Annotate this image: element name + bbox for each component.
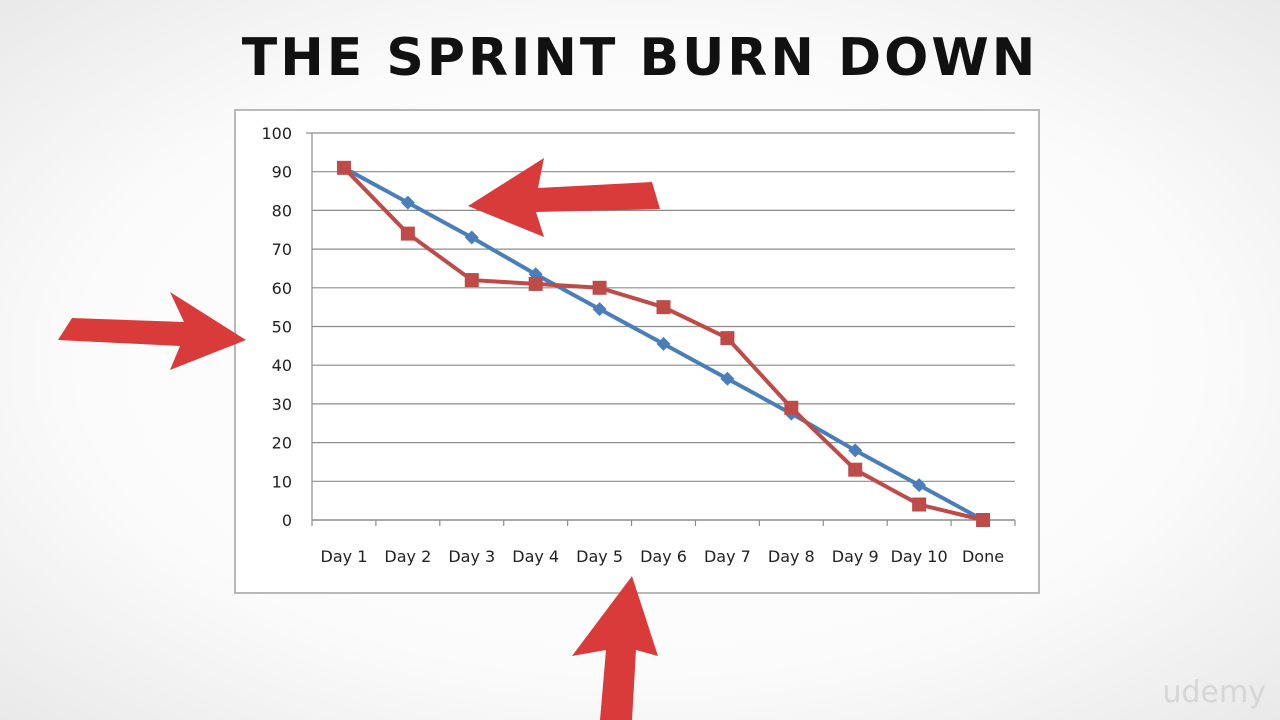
data-point-ideal — [656, 336, 671, 351]
data-point-actual — [784, 400, 799, 415]
x-tick-label: Day 8 — [768, 547, 815, 566]
data-point-actual — [656, 300, 671, 315]
data-point-actual — [720, 331, 735, 346]
data-point-ideal — [848, 443, 863, 458]
x-tick-label: Day 5 — [576, 547, 623, 566]
y-tick-labels: 0 10 20 30 40 50 60 70 80 90 100 — [261, 124, 292, 530]
y-tick-label: 60 — [272, 279, 292, 298]
x-tick-label: Day 1 — [321, 547, 368, 566]
y-tick-label: 100 — [261, 124, 292, 143]
data-point-ideal — [720, 371, 735, 386]
series — [336, 160, 991, 527]
x-tick-label: Day 9 — [832, 547, 879, 566]
x-tick-labels: Day 1 Day 2 Day 3 Day 4 Day 5 Day 6 Day 7 Day 8… — [321, 547, 1005, 566]
page-title: THE SPRINT BURN DOWN — [241, 28, 1039, 88]
data-point-actual — [912, 497, 927, 512]
data-point-ideal — [592, 302, 607, 317]
series-ideal — [336, 160, 991, 527]
data-point-actual — [848, 462, 863, 477]
data-point-actual — [592, 280, 607, 295]
watermark-logo: udemy — [1162, 675, 1267, 710]
x-tick-label: Day 10 — [891, 547, 948, 566]
x-tick-label: Day 6 — [640, 547, 687, 566]
y-tick-label: 50 — [272, 318, 292, 337]
data-point-actual — [400, 226, 415, 241]
x-tick-label: Done — [962, 547, 1004, 566]
y-tick-label: 10 — [272, 472, 292, 491]
y-tick-label: 80 — [272, 201, 292, 220]
x-tick-label: Day 3 — [448, 547, 495, 566]
axes — [306, 132, 1016, 526]
y-tick-label: 70 — [272, 240, 292, 259]
data-point-actual — [528, 276, 543, 291]
x-tick-label: Day 7 — [704, 547, 751, 566]
x-tick-label: Day 4 — [512, 547, 559, 566]
y-tick-label: 40 — [272, 356, 292, 375]
y-tick-label: 90 — [272, 163, 292, 182]
x-tick-label: Day 2 — [384, 547, 431, 566]
data-point-actual — [336, 160, 351, 175]
data-point-actual — [976, 513, 991, 527]
series-actual — [336, 160, 991, 527]
y-tick-label: 0 — [282, 511, 292, 530]
data-point-ideal — [400, 195, 415, 210]
data-point-ideal — [912, 478, 927, 493]
y-tick-label: 20 — [272, 434, 292, 453]
y-tick-label: 30 — [272, 395, 292, 414]
data-point-actual — [464, 273, 479, 288]
